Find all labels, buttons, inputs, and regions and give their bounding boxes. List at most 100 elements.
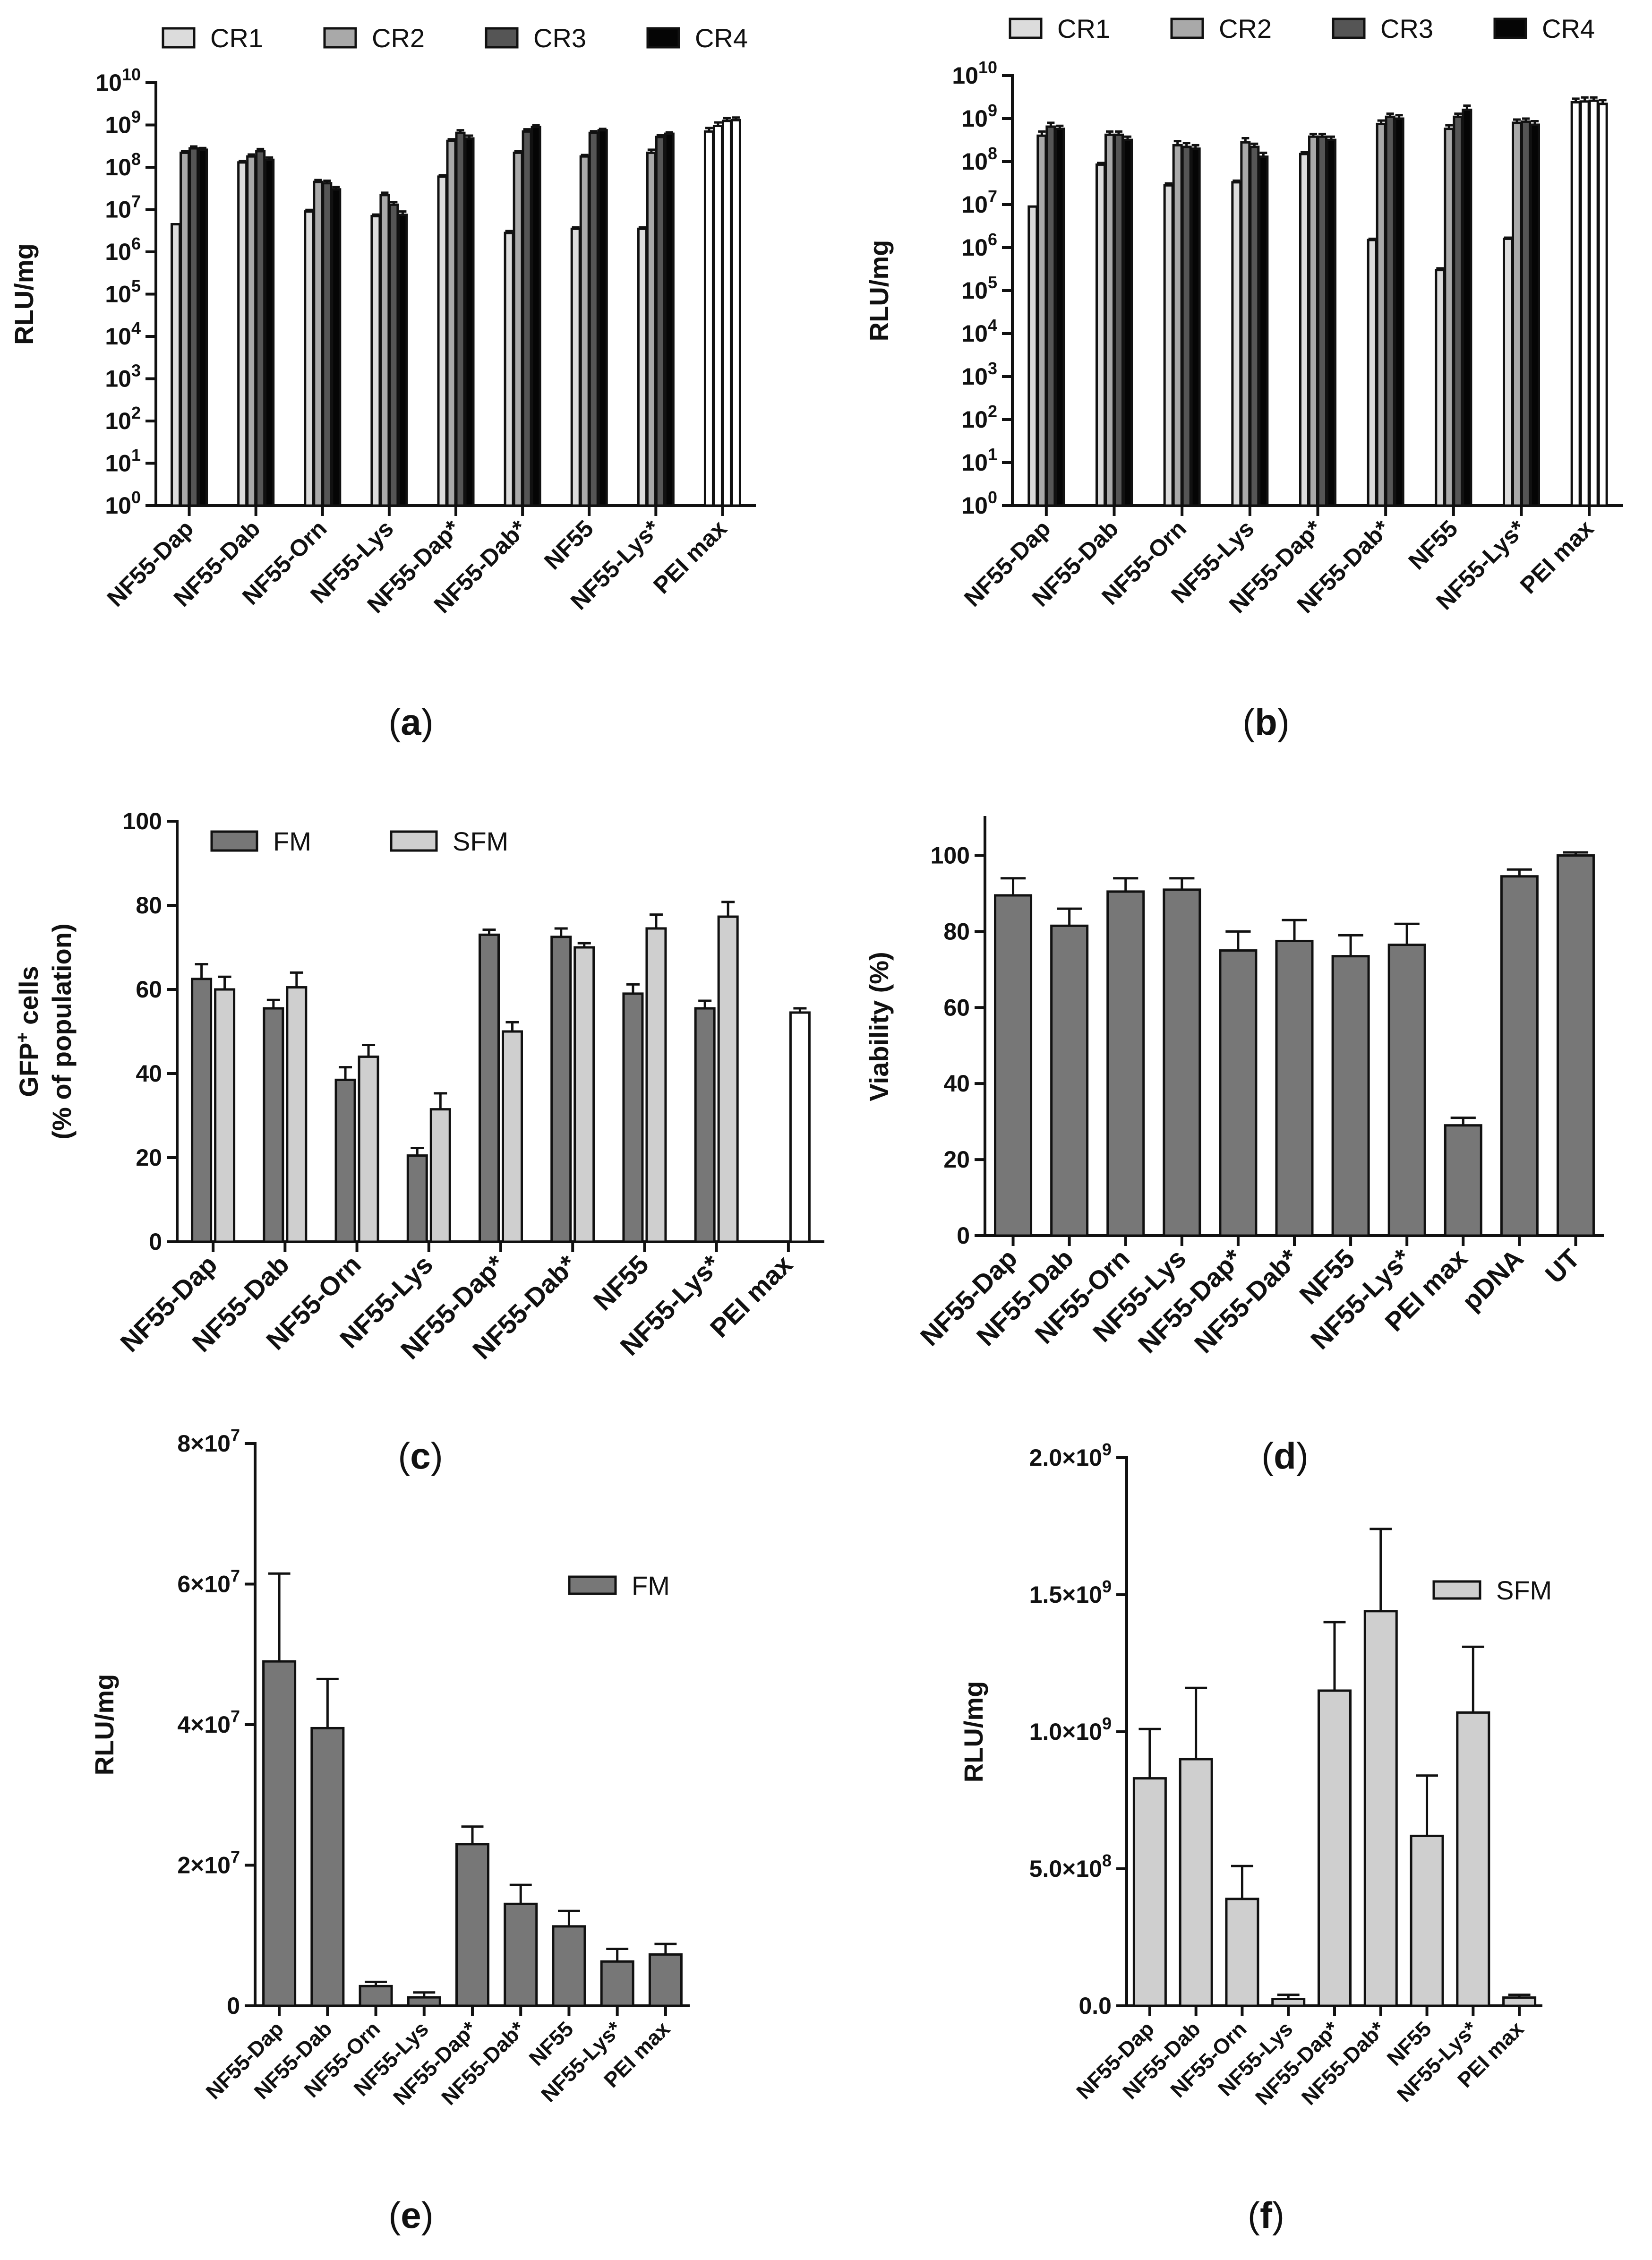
text-span: UT [1540, 1243, 1585, 1289]
y-tick-label: 103 [961, 359, 997, 390]
bar-sfm [429, 1108, 451, 1243]
bar-cr2 [1512, 121, 1522, 507]
y-axis-label: RLU/mg [9, 243, 39, 345]
y-tick-label: 0 [957, 1222, 970, 1249]
bar-cr3 [188, 147, 199, 507]
y-tick-label: 40 [943, 1070, 970, 1097]
y-tick-label: 100 [931, 842, 970, 868]
text-span: 7 [231, 1848, 240, 1867]
bar-cr1 [1503, 237, 1513, 507]
text-span: CR3 [1380, 14, 1433, 43]
bar-cr2 [1036, 134, 1047, 507]
text-span: 60 [943, 994, 970, 1021]
text-span: 0 [131, 488, 141, 507]
y-tick-label: 60 [943, 994, 970, 1021]
text-span: 10 [105, 366, 131, 392]
text-span: 4 [988, 316, 997, 335]
bar-sfm [789, 1011, 811, 1243]
panel-label: (d) [1261, 1435, 1309, 1477]
y-axis-label: GFP+ cells [13, 966, 43, 1097]
bar-viability [1331, 955, 1370, 1237]
y-tick-label: 104 [105, 318, 141, 350]
text-span: 2 [988, 402, 997, 421]
text-span: ( [1242, 701, 1255, 743]
y-axis-label: RLU/mg [89, 1674, 119, 1776]
y-tick-label: 102 [961, 402, 997, 433]
y-tick-label: 2×107 [177, 1848, 240, 1879]
text-span: CR4 [695, 23, 748, 53]
y-tick-label: 109 [961, 101, 997, 132]
text-span: 10 [952, 62, 978, 89]
legend-label-cr2: CR2 [1219, 14, 1272, 43]
y-tick-label: 5.0×108 [1029, 1851, 1112, 1882]
bar-cr3 [1453, 115, 1464, 507]
text-span: 6 [988, 230, 997, 249]
text-span: 60 [136, 976, 162, 1003]
bar-cr3 [1385, 115, 1395, 507]
text-span: 10 [105, 492, 131, 519]
text-span: NF55 [588, 1249, 654, 1316]
legend-label-cr1: CR1 [210, 23, 263, 53]
bar-cr3 [1317, 135, 1327, 507]
bar-viability [1050, 924, 1089, 1237]
bar-cr2 [313, 180, 324, 507]
bar-sfm [214, 988, 236, 1243]
text-span: 100 [931, 842, 970, 868]
legend-swatch-cr4 [646, 27, 680, 49]
text-span: 4 [131, 318, 141, 338]
chart-panel-e: 02×1074×1076×1078×107RLU/mgNF55-DapNF55-… [89, 1426, 690, 2236]
bar-cr4 [264, 158, 275, 507]
x-category-label: PEI max [648, 515, 732, 599]
y-tick-label: 1010 [952, 58, 997, 89]
bar-cr3 [255, 150, 266, 507]
text-span: 8×10 [177, 1430, 231, 1457]
bar-cr4 [1394, 117, 1404, 507]
y-axis-label: RLU/mg [959, 1681, 988, 1783]
legend-label-fm: FM [632, 1571, 670, 1600]
bar-cr4 [1258, 155, 1269, 507]
legend-label-cr2: CR2 [372, 23, 425, 53]
chart-panel-c: 0 20 40 60 80 100 GFP+ cells (% of population) N… [13, 808, 824, 1477]
text-span: d [1274, 1435, 1296, 1477]
bar-viability [1163, 888, 1201, 1237]
y-tick-label: 106 [961, 230, 997, 261]
bar-cr4 [1054, 128, 1065, 507]
text-span: 80 [136, 892, 162, 919]
chart-panel-b: 1001011021031041051061071081091010RLU/mg… [864, 14, 1623, 743]
bar-cr2 [1444, 128, 1455, 507]
legend-swatch-cr1 [1009, 17, 1043, 39]
text-span: 9 [1102, 1440, 1112, 1459]
bar-fm [504, 1902, 538, 2007]
bar-cr4 [531, 126, 541, 507]
bar-cr4 [397, 214, 408, 507]
text-span: ) [431, 1435, 443, 1477]
bar-cr3 [1045, 125, 1056, 507]
y-tick-label: 101 [105, 446, 141, 477]
x-category-label: NF55 [1404, 515, 1463, 575]
text-span: NF55 [1404, 515, 1463, 575]
panel-label: (a) [388, 701, 433, 743]
bar-cr3 [388, 203, 399, 507]
legend-swatch-sfm [1432, 1580, 1481, 1600]
legend-label-cr4: CR4 [695, 23, 748, 53]
legend-swatch-sfm [390, 830, 438, 852]
bar-viability [994, 894, 1033, 1237]
bar-sfm [1456, 1711, 1490, 2007]
text-span: 40 [136, 1060, 162, 1087]
y-tick-label: 1.0×109 [1029, 1714, 1112, 1745]
bar-sfm [1132, 1777, 1167, 2007]
bar-fm [191, 978, 213, 1243]
y-tick-label: 100 [123, 808, 162, 834]
bar-cr1 [237, 161, 248, 507]
y-tick-label: 8×107 [177, 1426, 240, 1457]
text-span: 10 [105, 450, 131, 477]
text-span: RLU/mg [864, 240, 894, 342]
y-tick-label: 102 [105, 403, 141, 434]
text-span: 5.0×10 [1029, 1856, 1102, 1882]
text-span: 7 [131, 192, 141, 211]
y-tick-label: 100 [961, 488, 997, 519]
bar-cr4 [1326, 138, 1336, 507]
y-axis-label-line2: (% of population) [47, 923, 77, 1139]
bar-cr3 [1588, 99, 1599, 507]
bar-sfm [1318, 1689, 1352, 2007]
